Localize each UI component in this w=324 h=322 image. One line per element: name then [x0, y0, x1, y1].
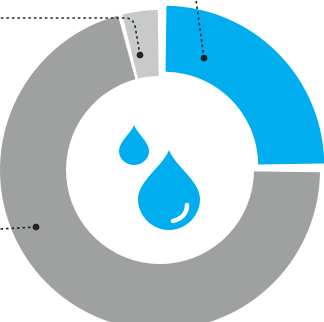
donut-slice-3 [122, 10, 159, 79]
leader-line-slice-3-dot [136, 51, 144, 59]
donut-slice-1 [165, 5, 324, 165]
drop-highlight-icon [170, 202, 190, 224]
leader-line-slice-1 [195, 0, 205, 59]
water-drops-icon [119, 125, 200, 230]
donut-slice-2 [0, 15, 320, 322]
leader-line-slice-1-dot [200, 54, 208, 62]
large-drop-icon [138, 150, 200, 230]
leader-line-slice-2 [0, 226, 37, 230]
leader-line-slice-2-dot [32, 223, 40, 231]
small-drop-icon [119, 125, 149, 165]
leader-line-slice-3 [0, 17, 141, 56]
